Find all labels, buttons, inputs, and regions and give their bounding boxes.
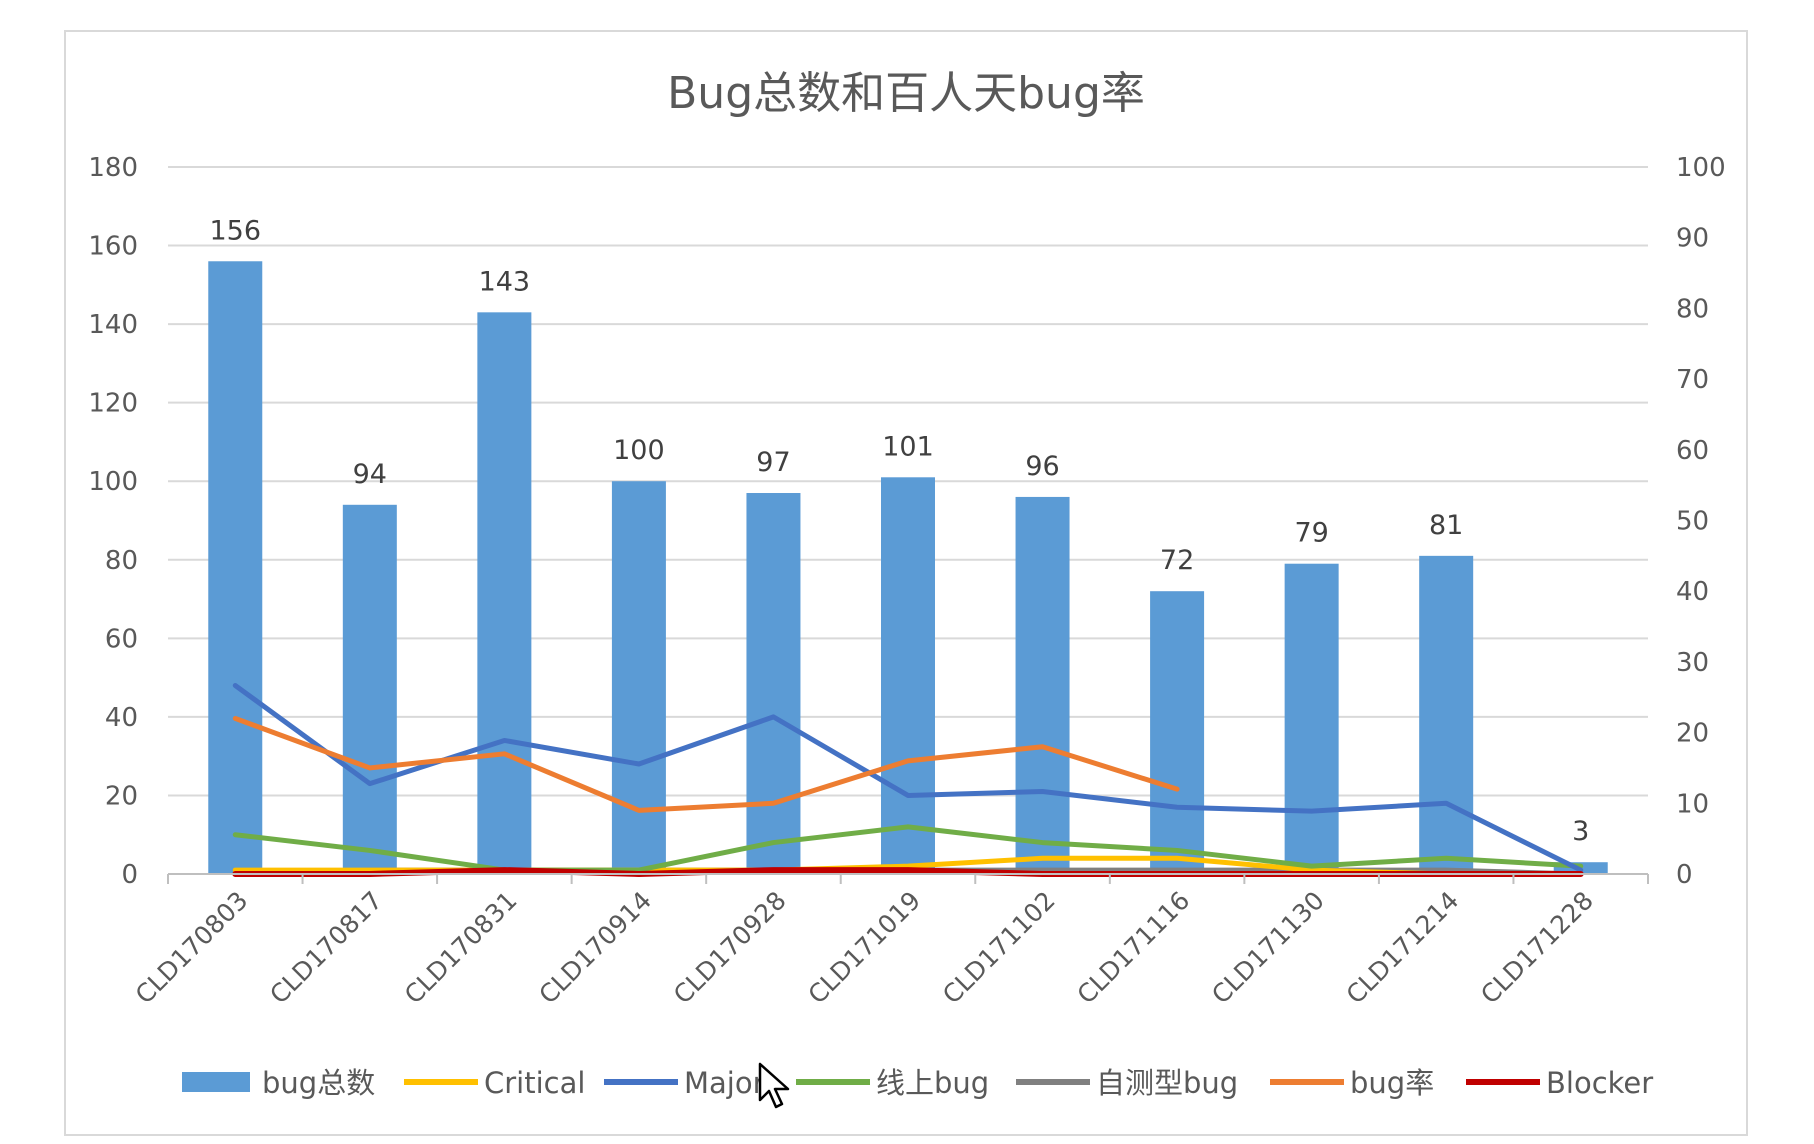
x-category-label: CLD170803 — [130, 886, 254, 1010]
bar — [746, 493, 801, 874]
legend-label: 自测型bug — [1096, 1066, 1238, 1100]
bar-data-label: 96 — [1025, 451, 1059, 482]
y-tick-label: 120 — [88, 389, 138, 419]
bar — [477, 312, 532, 875]
x-category-label: CLD171019 — [802, 886, 926, 1010]
y2-tick-label: 60 — [1676, 436, 1709, 466]
bar-data-label: 101 — [882, 431, 934, 462]
bar — [881, 477, 935, 874]
x-category-label: CLD170914 — [533, 886, 657, 1010]
bar-data-label: 81 — [1429, 510, 1463, 541]
legend-label: Major — [684, 1066, 765, 1100]
y-tick-label: 140 — [88, 310, 138, 340]
y2-tick-label: 100 — [1676, 153, 1726, 183]
bar-data-label: 79 — [1294, 518, 1328, 549]
x-category-label: CLD170831 — [399, 886, 523, 1010]
legend-label: Blocker — [1546, 1066, 1653, 1100]
legend-label: 线上bug — [876, 1066, 989, 1100]
y2-tick-label: 80 — [1676, 294, 1709, 324]
x-category-label: CLD171102 — [937, 886, 1061, 1010]
bar-data-label: 156 — [209, 215, 261, 246]
y2-tick-label: 50 — [1676, 507, 1709, 537]
legend-label: Critical — [484, 1066, 585, 1100]
bar — [1284, 563, 1339, 874]
x-category-label: CLD170928 — [668, 886, 792, 1010]
x-category-label: CLD171228 — [1475, 886, 1599, 1010]
gridlines — [168, 166, 1648, 797]
y2-tick-label: 30 — [1676, 648, 1709, 678]
y-tick-label: 20 — [105, 781, 138, 811]
data-labels: 156 94 143 100 97 101 96 72 79 81 3 — [209, 215, 1589, 847]
y2-tick-label: 70 — [1676, 365, 1709, 395]
bar — [342, 504, 397, 874]
bar — [1015, 496, 1070, 874]
y2-tick-label: 40 — [1676, 577, 1709, 607]
y-tick-label: 40 — [105, 703, 138, 733]
y-tick-label: 80 — [105, 546, 138, 576]
bar — [1419, 555, 1474, 874]
mouse-cursor-icon — [758, 1062, 790, 1109]
y-tick-label: 100 — [88, 467, 138, 497]
y-tick-label: 180 — [88, 153, 138, 183]
x-category-label: CLD171130 — [1206, 886, 1330, 1010]
bar — [611, 481, 666, 874]
legend: bug总数 Critical Major 线上bug 自测型bug bug率 Blocker — [182, 1066, 1653, 1100]
x-category-label: CLD170817 — [264, 886, 388, 1010]
bar-data-label: 97 — [756, 447, 790, 478]
bar-data-label: 143 — [479, 266, 531, 297]
y2-tick-label: 0 — [1676, 860, 1693, 890]
series-line-right — [232, 715, 1180, 813]
legend-swatch — [182, 1072, 250, 1092]
x-category-label: CLD171214 — [1341, 886, 1465, 1010]
y-tick-label: 0 — [121, 860, 138, 890]
y2-tick-label: 90 — [1676, 224, 1709, 254]
chart-title: Bug总数和百人天bug率 — [667, 68, 1145, 119]
series-line-left — [232, 682, 1584, 873]
legend-label: bug总数 — [262, 1066, 375, 1100]
bar-data-label: 94 — [353, 459, 387, 490]
bar-series — [208, 261, 1608, 875]
y2-tick-label: 10 — [1676, 789, 1709, 819]
bar — [208, 261, 263, 874]
bar-data-label: 72 — [1160, 545, 1194, 576]
y-tick-label: 160 — [88, 232, 138, 262]
y2-tick-label: 20 — [1676, 719, 1709, 749]
x-category-label: CLD171116 — [1072, 886, 1196, 1010]
bar-data-label: 100 — [613, 435, 665, 466]
bar-data-label: 3 — [1572, 816, 1589, 847]
y-tick-label: 60 — [105, 624, 138, 654]
bar — [1150, 591, 1205, 874]
series-line-left — [232, 824, 1584, 873]
legend-label: bug率 — [1350, 1066, 1434, 1100]
